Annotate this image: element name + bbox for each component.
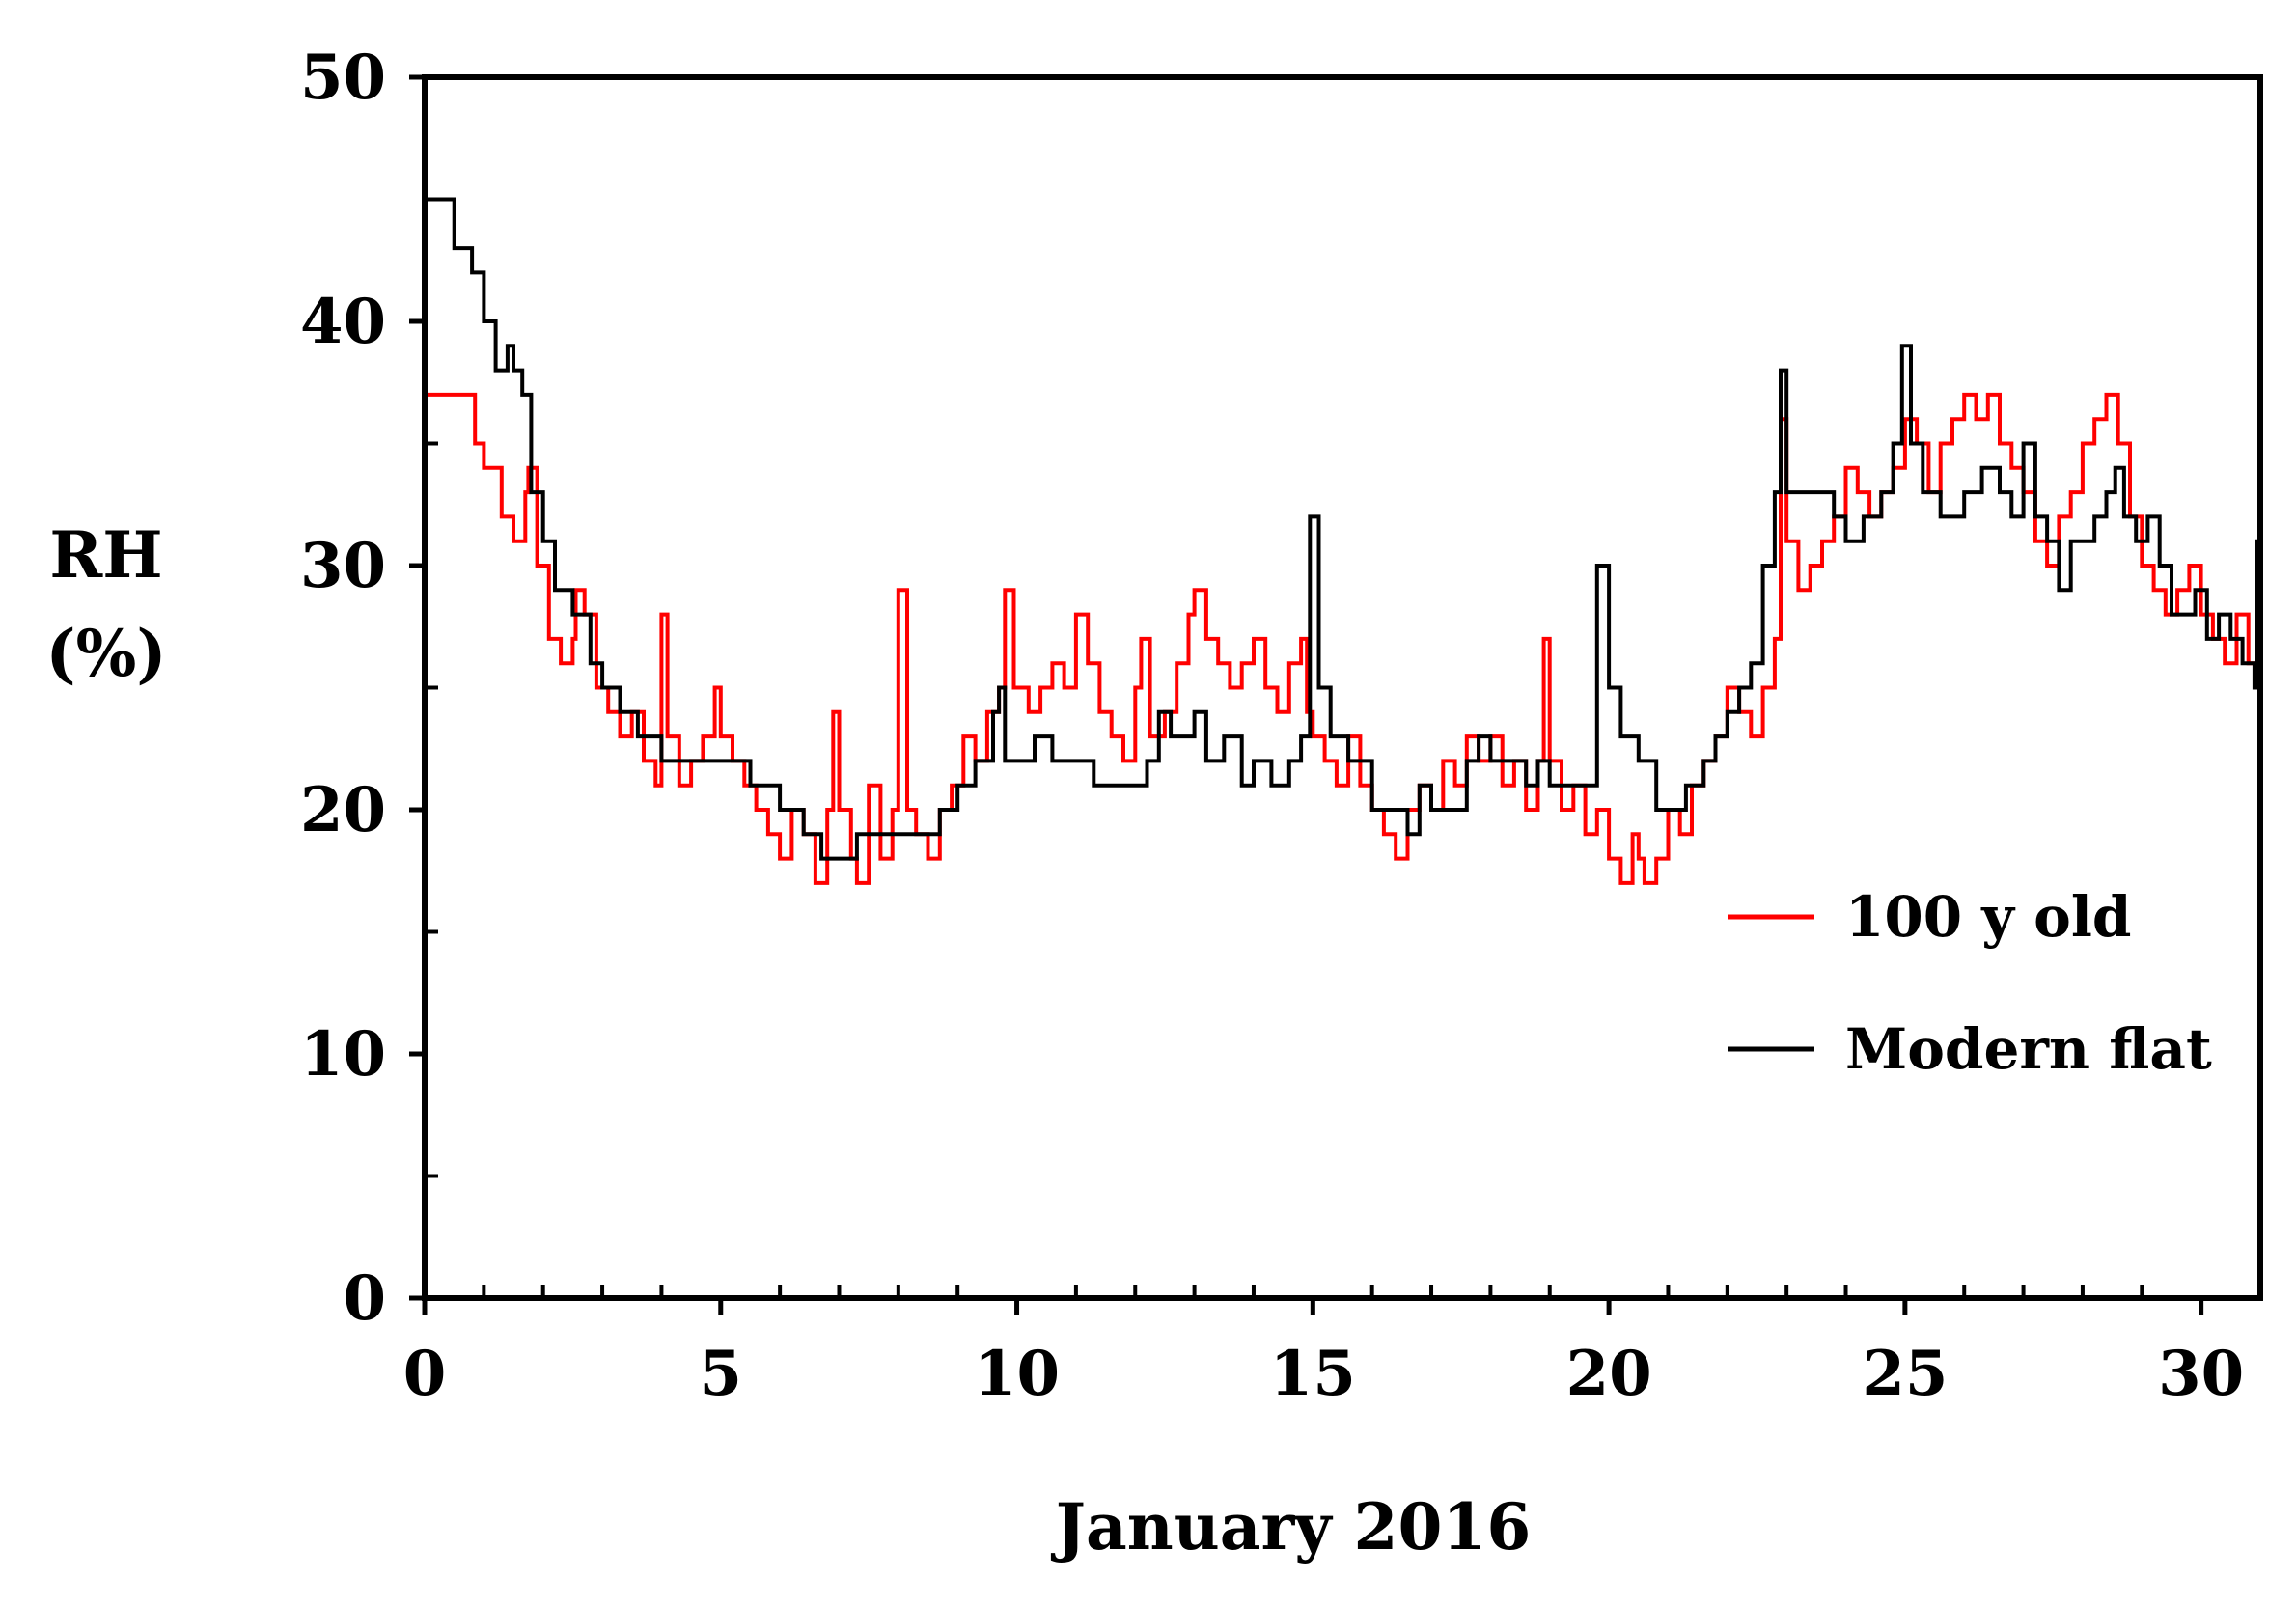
y-tick-label: 40 <box>300 286 386 358</box>
x-tick-label: 25 <box>1862 1338 1948 1410</box>
x-tick-label: 0 <box>403 1338 447 1410</box>
x-tick-label: 20 <box>1566 1338 1652 1410</box>
plot-frame <box>422 74 2263 1301</box>
series-line-100-y-old <box>425 392 2262 885</box>
y-tick-label: 10 <box>300 1018 386 1091</box>
y-tick-label: 0 <box>343 1262 386 1335</box>
x-axis-label: January 2016 <box>1051 1489 1532 1564</box>
y-axis-label-rh: RH <box>49 517 162 593</box>
x-tick-label: 10 <box>974 1338 1060 1410</box>
legend-label-modern-flat: Modern flat <box>1845 1016 2212 1082</box>
series-line-modern-flat <box>425 197 2262 861</box>
x-tick-label: 15 <box>1270 1338 1356 1410</box>
x-tick-label: 5 <box>700 1338 743 1410</box>
y-tick-label: 30 <box>300 530 386 602</box>
legend: 100 y old Modern flat <box>1728 884 2212 1082</box>
series-layer <box>425 197 2262 885</box>
y-tick-label: 20 <box>300 774 386 846</box>
x-tick-label: 30 <box>2158 1338 2244 1410</box>
label-layer: RH (%) January 2016 <box>45 517 1531 1564</box>
y-axis-label-unit: (%) <box>45 616 166 691</box>
y-tick-label: 50 <box>300 42 386 114</box>
legend-label-100-y-old: 100 y old <box>1845 884 2131 950</box>
tick-layer: 0 10 20 30 40 50 0 5 10 15 20 25 30 <box>300 42 2262 1410</box>
